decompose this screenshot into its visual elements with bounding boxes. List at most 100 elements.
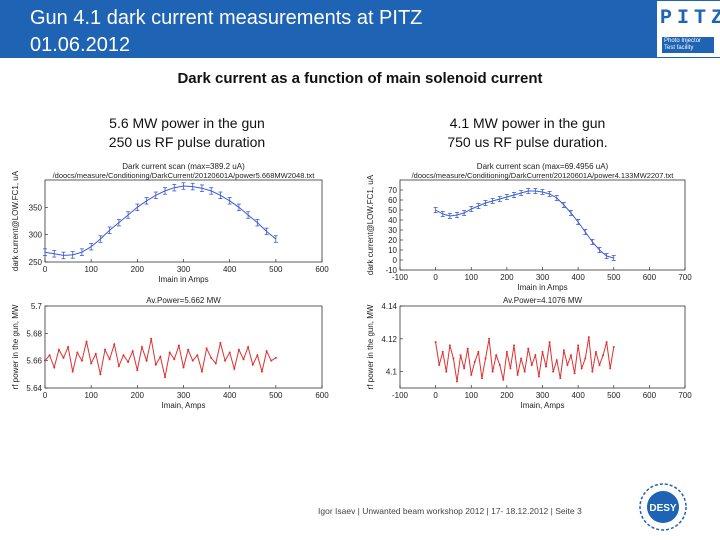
data-point (509, 367, 512, 370)
y-tick-label: 30 (388, 226, 397, 235)
y-tick-label: 4.12 (381, 335, 397, 344)
chart-title: Dark current scan (max=69.4956 uA) (477, 162, 609, 171)
caption-left: 5.6 MW power in the gun 250 us RF pulse … (108, 115, 266, 150)
data-point (598, 364, 601, 367)
data-point (516, 373, 519, 376)
x-tick-label: 400 (571, 273, 585, 282)
x-tick-label: 700 (678, 391, 692, 400)
data-point (150, 337, 153, 340)
data-point (265, 350, 268, 353)
y-tick-label: -10 (385, 266, 397, 275)
chart-rf-power-right: Av.Power=4.1076 MW -100 0 100 200 300 400 500 60… (366, 296, 692, 410)
y-tick-label: 10 (388, 246, 397, 255)
data-point (480, 377, 483, 380)
x-tick-label: 0 (43, 265, 48, 274)
data-point (219, 341, 222, 344)
data-point (145, 359, 148, 362)
data-point (191, 359, 194, 362)
data-point (228, 351, 231, 354)
data-point (573, 372, 576, 375)
y-tick-label: 5.68 (26, 329, 42, 338)
data-point (85, 340, 88, 343)
pitz-logo-subtitle: Photo Injector Test facility (662, 37, 714, 53)
y-tick-label: 4.14 (381, 302, 397, 311)
x-tick-label: 400 (223, 391, 237, 400)
data-point (559, 377, 562, 380)
y-axis-label: rf power in the gun, MW (11, 304, 20, 389)
data-point (274, 356, 277, 359)
data-point (136, 369, 139, 372)
data-point (224, 359, 227, 362)
y-tick-label: 0 (393, 256, 398, 265)
data-point (498, 364, 501, 367)
data-point (534, 354, 537, 357)
x-tick-label: 200 (131, 391, 145, 400)
data-point (502, 378, 505, 381)
data-point (53, 366, 56, 369)
x-tick-label: 300 (177, 391, 191, 400)
data-point (580, 367, 583, 370)
x-tick-label: 600 (643, 391, 657, 400)
data-point (108, 358, 111, 361)
data-point (44, 359, 46, 362)
x-tick-label: -100 (392, 391, 409, 400)
y-tick-label: 300 (29, 231, 43, 240)
x-tick-label: 200 (500, 273, 514, 282)
x-tick-label: 300 (177, 265, 191, 274)
slide-title: Gun 4.1 dark current measurements at PIT… (30, 7, 423, 56)
data-point (602, 354, 605, 357)
data-point (555, 359, 558, 362)
x-tick-label: 0 (43, 391, 48, 400)
x-tick-label: 500 (607, 273, 621, 282)
chart-title: Dark current scan (max=389.2 uA) (122, 162, 245, 171)
data-point (256, 354, 259, 357)
data-point (210, 356, 213, 359)
data-point (513, 344, 515, 347)
data-point (477, 350, 480, 353)
plot-frame (399, 305, 686, 389)
data-point (200, 370, 203, 373)
caption-right: 4.1 MW power in the gun 750 us RF pulse … (447, 115, 608, 150)
data-point (214, 362, 217, 365)
data-point (260, 370, 263, 373)
plot-frame (44, 305, 323, 389)
data-point (491, 370, 494, 373)
data-point (587, 336, 590, 339)
y-tick-label: 5.7 (31, 302, 43, 311)
x-tick-label: 600 (315, 391, 329, 400)
data-point (448, 344, 451, 347)
data-point (445, 370, 448, 373)
data-point (612, 346, 615, 348)
pitz-logo: PITZ Photo Injector Test facility (657, 1, 720, 57)
x-tick-label: 0 (433, 273, 438, 282)
data-point (466, 347, 469, 350)
data-point (237, 348, 240, 351)
data-point (527, 347, 530, 350)
data-point (168, 351, 171, 354)
data-point (247, 346, 250, 348)
x-axis-label: Imain in Amps (158, 275, 208, 284)
data-point (159, 355, 162, 358)
data-point (76, 351, 79, 354)
x-tick-label: 400 (571, 391, 585, 400)
y-tick-label: 60 (388, 196, 397, 205)
data-point (530, 364, 533, 367)
x-tick-label: 0 (433, 391, 438, 400)
data-point (562, 349, 565, 352)
data-point (459, 354, 462, 357)
x-tick-label: 400 (223, 265, 237, 274)
data-point (71, 370, 74, 373)
data-point (537, 375, 540, 378)
data-point (488, 337, 491, 340)
data-point (438, 364, 441, 367)
chart-subtitle: /doocs/measure/Conditioning/DarkCurrent/… (53, 171, 316, 180)
data-point (523, 370, 526, 373)
x-tick-label: 700 (678, 273, 692, 282)
x-tick-label: -100 (392, 273, 409, 282)
data-point (117, 365, 120, 368)
footer-text: Igor Isaev | Unwanted beam workshop 2012… (318, 506, 582, 516)
x-tick-label: 300 (536, 273, 550, 282)
data-point (456, 380, 458, 383)
data-point (99, 373, 102, 376)
